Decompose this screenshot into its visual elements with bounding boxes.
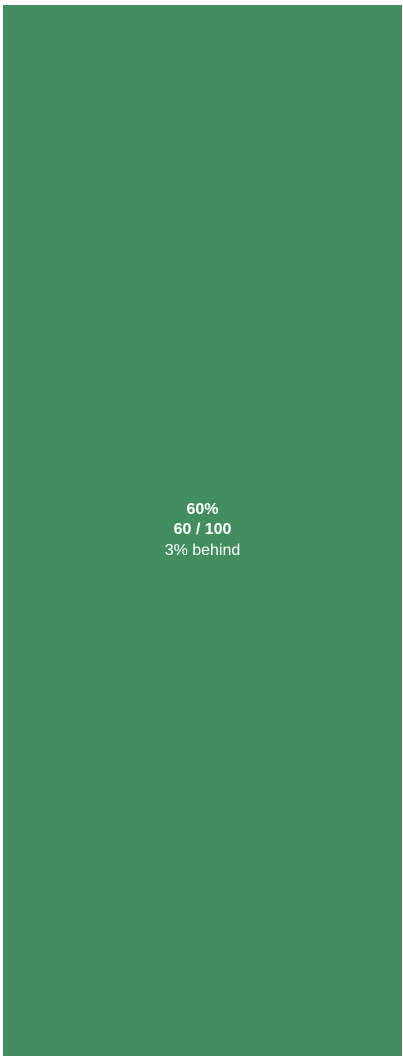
progress-tile: 60% 60 / 100 3% behind	[3, 5, 402, 1056]
progress-percent: 60%	[186, 500, 219, 518]
progress-ratio: 60 / 100	[173, 520, 232, 538]
progress-status: 3% behind	[164, 541, 241, 559]
